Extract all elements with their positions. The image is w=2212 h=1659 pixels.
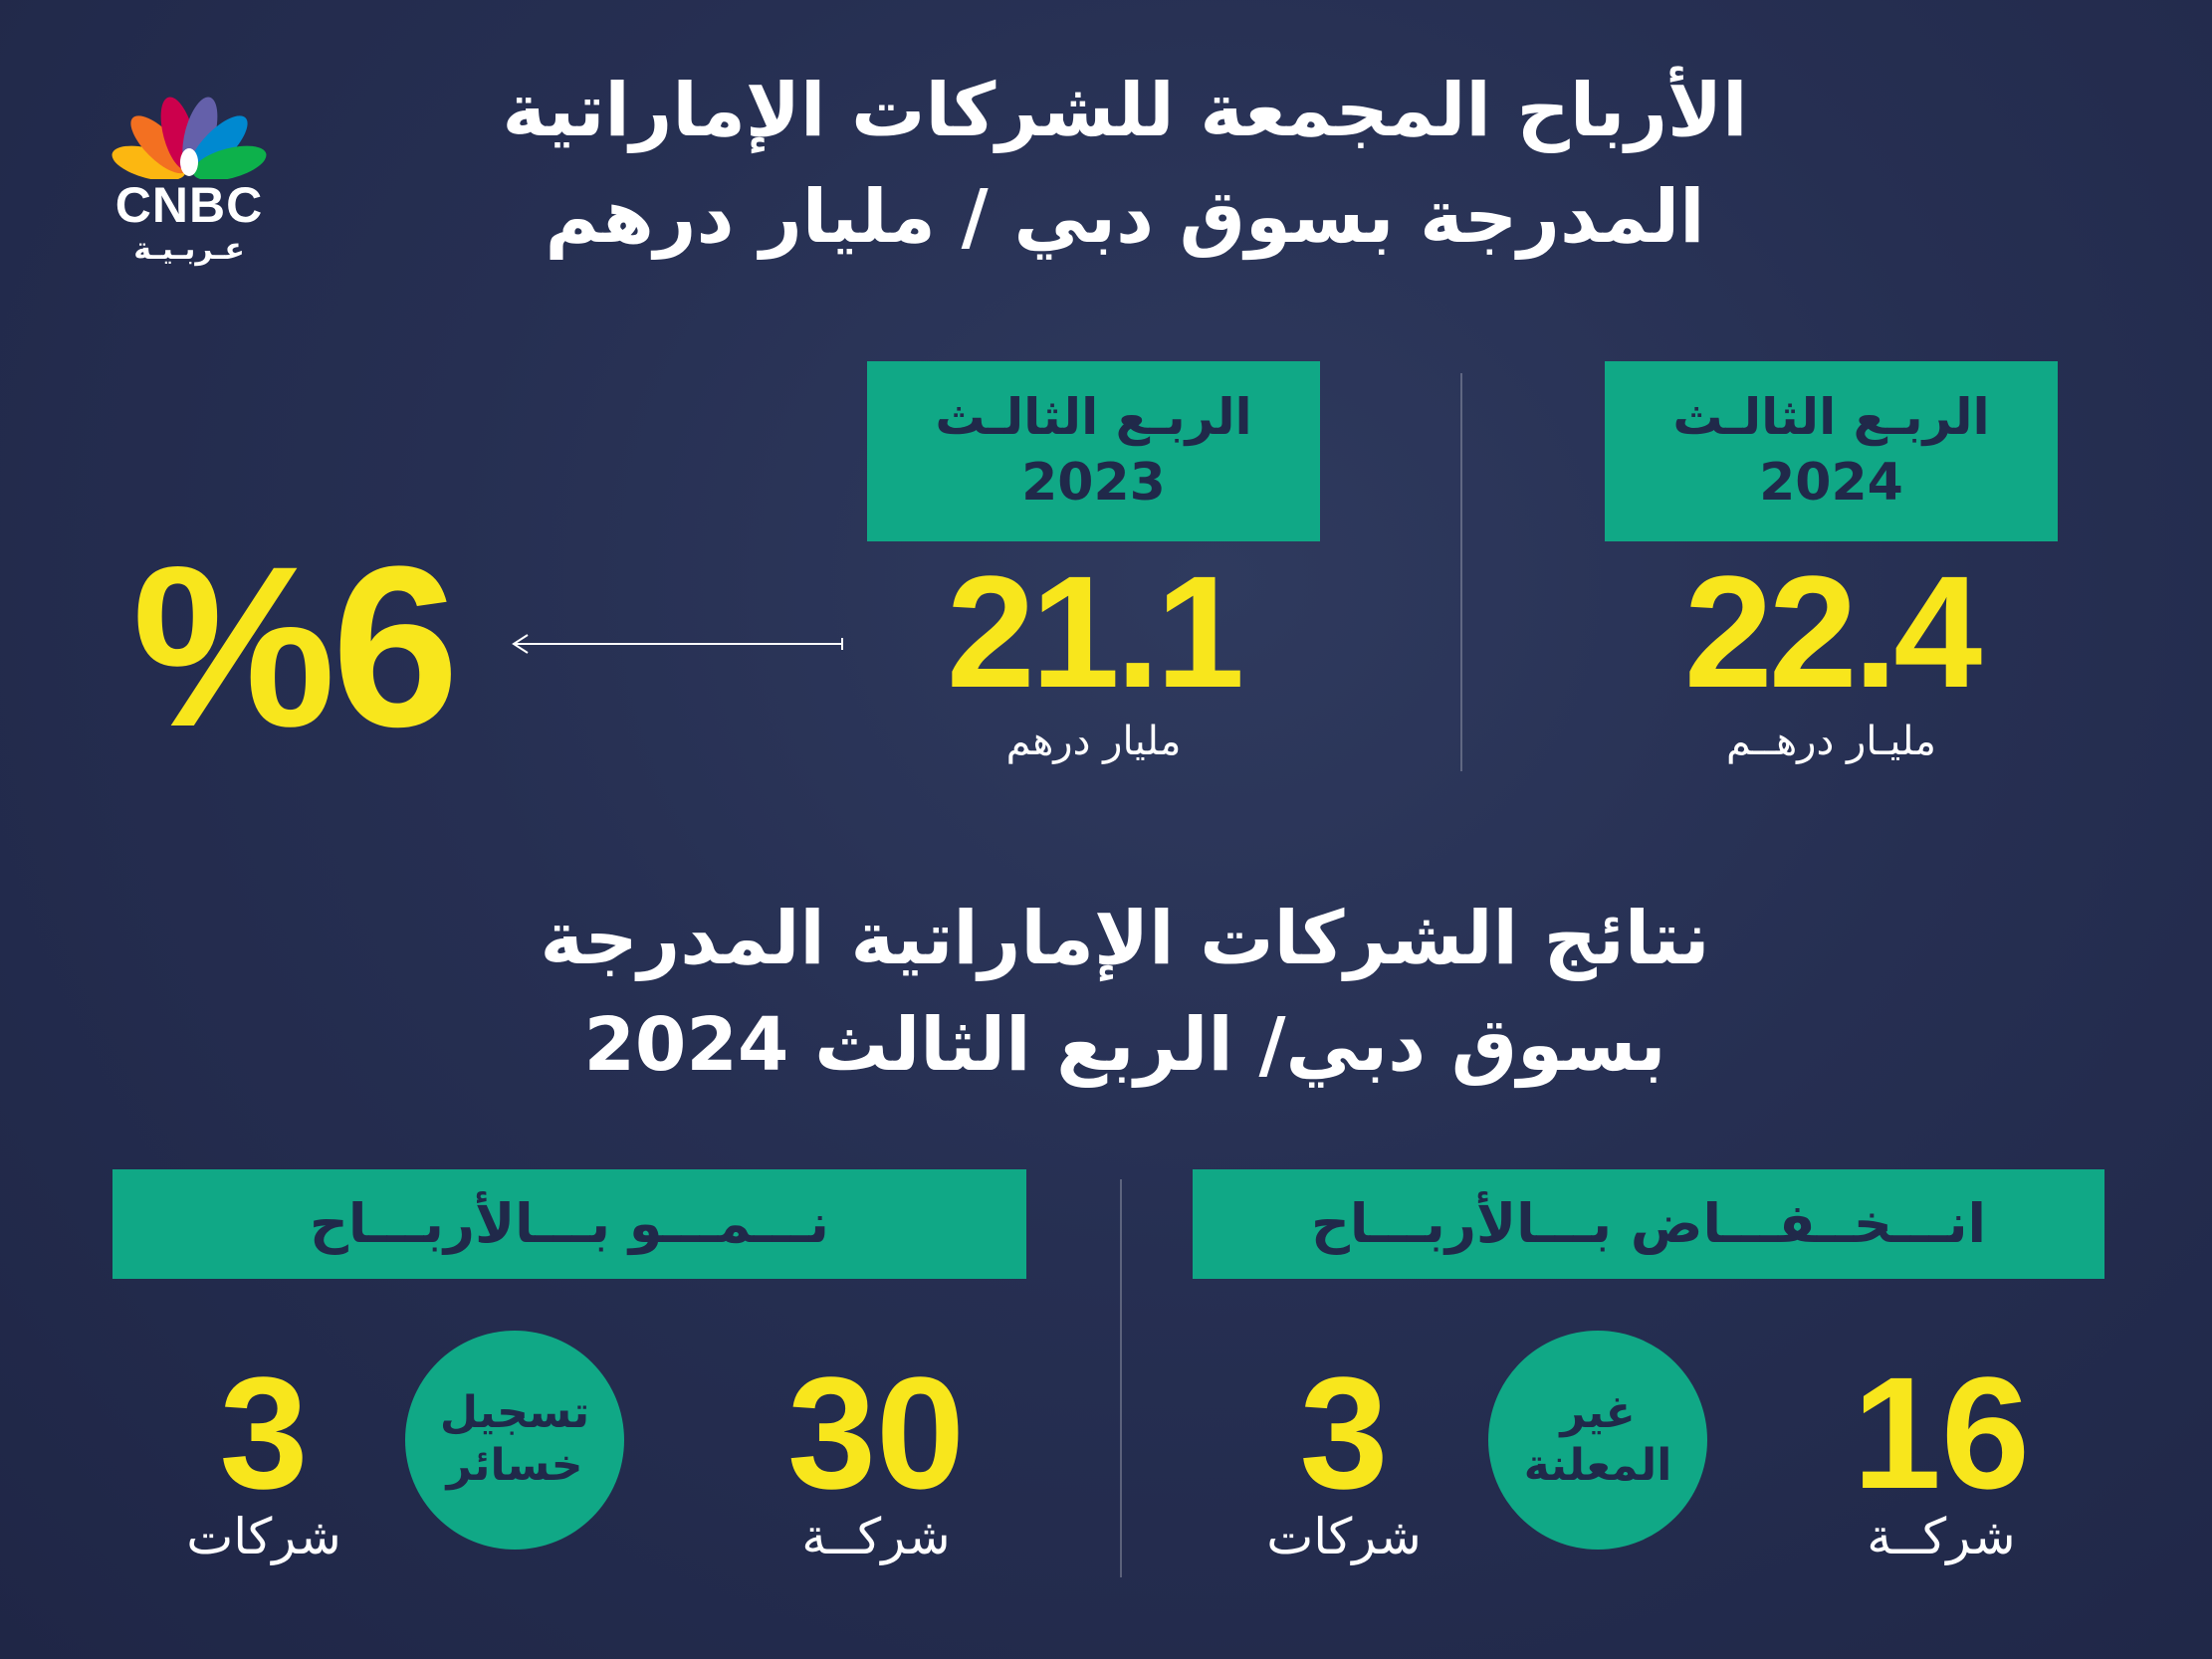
change-percentage: %6 — [131, 518, 459, 774]
losses-count: 3 — [219, 1344, 309, 1522]
profit-unit-2024: مليـار درهــم — [1726, 719, 1936, 764]
quarter-year-2023: 2023 — [1021, 453, 1166, 514]
quarter-label-2024: الربـع الثالـث — [1672, 388, 1990, 447]
results-title-line1: نتائج الشركات الإماراتية المدرجة — [540, 896, 1710, 981]
growth-header: نـــمـــو بـــالأربـــاح — [112, 1169, 1026, 1279]
decline-header: انـــخــفـــاض بـــالأربـــاح — [1193, 1169, 2104, 1279]
growth-count: 30 — [787, 1344, 965, 1522]
undisclosed-line2: المعلنة — [1523, 1440, 1672, 1491]
profit-unit-2023: مليار درهم — [1005, 719, 1182, 764]
profit-value-2023: 21.1 — [946, 542, 1244, 721]
quarter-box-2023: الربـع الثالـث 2023 — [867, 361, 1320, 541]
quarter-year-2024: 2024 — [1759, 453, 1903, 514]
profit-value-2024: 22.4 — [1683, 542, 1982, 721]
losses-count-label: شركات — [186, 1508, 341, 1565]
growth-count-label: شركــة — [801, 1508, 951, 1565]
divider-vertical — [1460, 373, 1462, 771]
page-title-line1: الأرباح المجمعة للشركات الإماراتية — [502, 68, 1748, 153]
undisclosed-line1: غير — [1560, 1387, 1636, 1439]
logo-text-en: CNBC — [114, 177, 264, 233]
losses-line2: خسائر — [446, 1440, 583, 1491]
results-title: نتائج الشركات الإماراتية المدرجة بسوق دب… — [378, 886, 1872, 1100]
arrow-left-icon — [512, 634, 843, 654]
quarter-box-2024: الربـع الثالـث 2024 — [1605, 361, 2058, 541]
logo-text-ar: عـربـيـة — [133, 232, 245, 267]
undisclosed-count-label: شركات — [1266, 1508, 1422, 1565]
losses-line1: تسجيل — [439, 1387, 590, 1439]
undisclosed-badge: غير المعلنة — [1488, 1331, 1707, 1550]
page-title: الأرباح المجمعة للشركات الإماراتية المدر… — [378, 58, 1872, 272]
undisclosed-count: 3 — [1299, 1344, 1389, 1522]
page-title-line2: المدرجة بسوق دبي / مليار درهم — [545, 174, 1705, 261]
quarter-label-2023: الربـع الثالـث — [935, 388, 1252, 447]
divider-vertical-bottom — [1120, 1179, 1122, 1577]
results-title-line2: بسوق دبي/ الربع الثالث 2024 — [583, 1002, 1666, 1089]
cnbc-arabia-logo: CNBC عـربـيـة — [95, 85, 284, 274]
losses-badge: تسجيل خسائر — [405, 1331, 624, 1550]
decline-count: 16 — [1853, 1344, 2030, 1522]
peacock-icon — [111, 97, 267, 179]
decline-count-label: شركــة — [1867, 1508, 2016, 1565]
